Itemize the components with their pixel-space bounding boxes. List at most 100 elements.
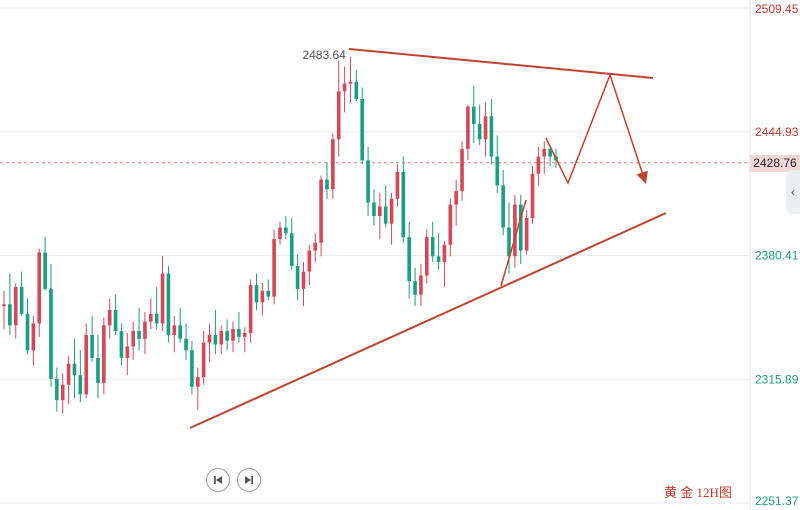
candle-body	[55, 379, 59, 401]
candle-body	[172, 325, 177, 335]
candle-body	[548, 148, 552, 157]
candle-body	[13, 286, 18, 326]
candle-body	[424, 237, 429, 276]
candle-body	[213, 334, 218, 345]
candle-body	[72, 363, 77, 376]
candle-body	[219, 331, 224, 345]
upper-trendline	[348, 48, 654, 79]
candle-body	[366, 160, 370, 203]
candle-body	[225, 331, 229, 341]
candle-body	[383, 206, 388, 224]
candle-body	[289, 233, 294, 266]
candle-body	[319, 179, 323, 243]
candle-body	[407, 237, 412, 282]
candle-body	[389, 198, 394, 224]
candle-body	[31, 323, 36, 351]
candle-body	[113, 309, 118, 332]
candle-body	[530, 173, 535, 218]
candle-body	[154, 313, 159, 324]
candle-body	[8, 304, 12, 326]
candle-body	[107, 309, 112, 326]
scroll-forward-button[interactable]	[237, 468, 261, 492]
candle-body	[78, 375, 83, 395]
peak-price-label: 2483.64	[302, 48, 346, 62]
candle-body	[125, 346, 130, 358]
candle-body	[518, 204, 523, 251]
candle-body	[166, 273, 171, 335]
y-tick-label: 2509.45	[755, 2, 799, 16]
candle-body	[542, 148, 547, 157]
candle-body	[184, 338, 188, 351]
candle-body	[336, 91, 341, 140]
candle-body	[301, 271, 306, 289]
candle-body	[360, 99, 365, 161]
current-price-label: 2428.76	[753, 155, 797, 170]
candle-body	[66, 363, 71, 385]
chart-caption: 黄 金 12H图	[664, 485, 732, 500]
chevron-left-icon: ‹	[791, 185, 795, 199]
candle-body	[178, 325, 182, 339]
candle-body	[37, 252, 42, 324]
candle-body	[242, 333, 247, 337]
candle-body	[483, 116, 488, 140]
candle-body	[190, 350, 194, 387]
candle-body	[137, 331, 141, 339]
candle-body	[342, 83, 347, 92]
y-tick-label: 2315.89	[755, 372, 799, 386]
candle-body	[454, 191, 458, 205]
candle-body	[207, 334, 212, 343]
candle-body	[325, 179, 329, 190]
candle-body	[96, 357, 100, 383]
candle-body	[354, 81, 359, 100]
candle-body	[248, 285, 253, 334]
candle-body	[413, 281, 417, 295]
candle-body	[260, 290, 265, 303]
candle-body	[430, 237, 435, 257]
y-tick-label: 2251.37	[755, 494, 799, 508]
candle-body	[507, 227, 511, 257]
candle-body	[401, 171, 406, 238]
lower-trendline	[189, 212, 667, 429]
candle-body	[466, 106, 470, 149]
candle-body	[25, 313, 30, 351]
candle-body	[231, 329, 235, 341]
candle-body	[489, 116, 494, 157]
candle-body	[278, 227, 282, 240]
collapse-panel-tab[interactable]: ‹	[786, 170, 800, 214]
candle-body	[148, 313, 153, 322]
candle-body	[495, 156, 500, 186]
candle-body	[524, 217, 529, 251]
candle-body	[501, 185, 505, 228]
candle-body	[143, 321, 147, 339]
candle-body	[419, 275, 423, 295]
candle-body	[448, 204, 453, 245]
skip-back-icon	[214, 476, 222, 484]
candle-body	[460, 148, 464, 192]
candle-body	[119, 331, 124, 358]
candle-body	[313, 242, 318, 251]
candle-body	[395, 171, 400, 199]
candle-body	[102, 325, 106, 383]
candle-body	[84, 334, 89, 395]
skip-forward-icon	[245, 476, 253, 484]
projection-path	[545, 72, 648, 185]
candle-body	[436, 256, 441, 263]
candle-body	[536, 156, 541, 174]
candle-body	[348, 81, 353, 84]
candle-body	[266, 290, 271, 297]
y-tick-label: 2444.93	[755, 125, 799, 139]
candle-body	[378, 206, 382, 217]
scroll-to-start-button[interactable]	[206, 468, 230, 492]
candle-body	[237, 329, 241, 337]
candle-body	[284, 227, 288, 234]
candle-body	[471, 106, 476, 124]
y-tick-label: 2380.41	[755, 249, 799, 263]
candle-body	[160, 273, 165, 324]
candle-body	[131, 331, 136, 347]
rise-trendline	[500, 199, 527, 287]
candle-body	[442, 244, 447, 263]
candle-body	[477, 123, 482, 140]
candle-body	[49, 288, 53, 380]
